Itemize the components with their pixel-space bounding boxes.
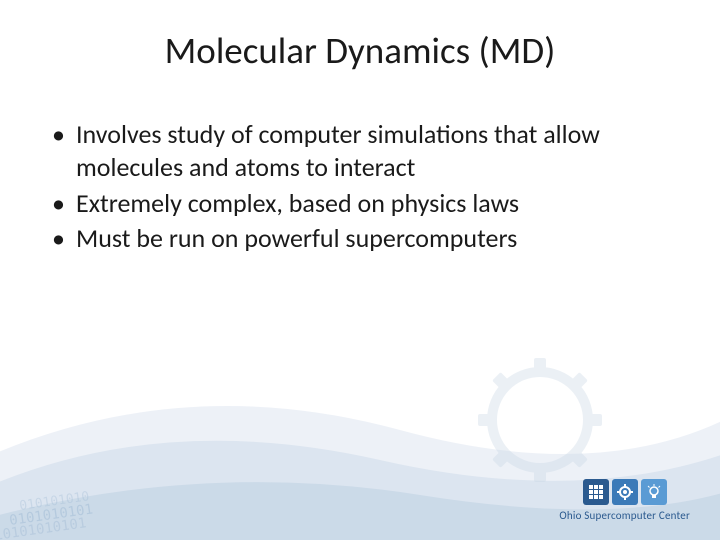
svg-text:0101010101: 0101010101 [8,501,94,529]
svg-text:10101010101: 10101010101 [0,515,87,540]
svg-text:010101010: 010101010 [18,489,90,514]
bullet-item: Must be run on powerful supercomputers [48,222,668,255]
logo-text: Ohio Supercomputer Center [559,509,690,522]
bullet-item: Extremely complex, based on physics laws [48,187,668,220]
slide-title: Molecular Dynamics (MD) [0,28,720,73]
slide-content: Involves study of computer simulations t… [48,118,668,257]
slide-container: 0101010101 10101010101 010101010 Molecul… [0,0,720,540]
logo-tile-gear-icon [612,479,638,505]
bullet-item: Involves study of computer simulations t… [48,118,668,185]
logo-tile-grid-icon [583,479,609,505]
bullet-list: Involves study of computer simulations t… [48,118,668,255]
logo-tile-bulb-icon [641,479,667,505]
logo-icon-row [583,479,667,505]
logo-area: Ohio Supercomputer Center [559,479,690,522]
